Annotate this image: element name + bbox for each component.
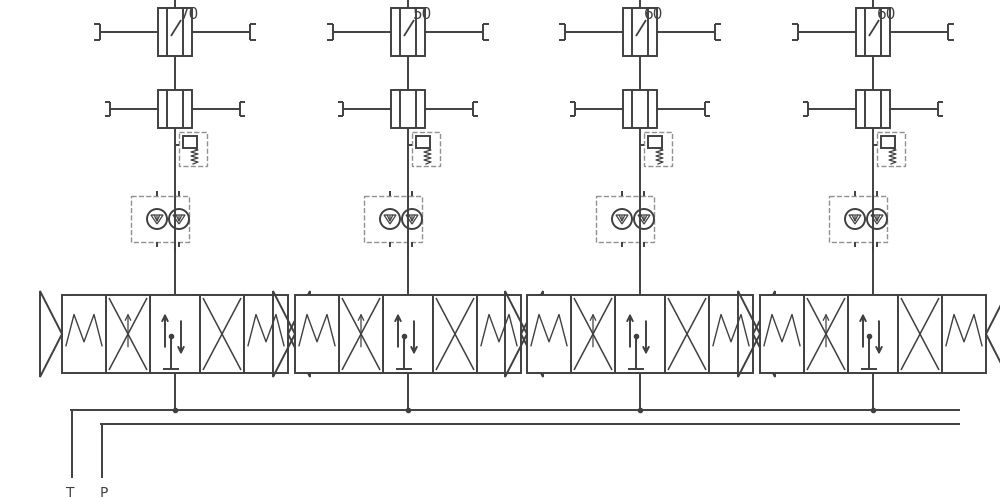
Bar — [200, 295, 244, 373]
Bar — [804, 295, 848, 373]
Bar — [623, 90, 657, 128]
Bar — [477, 295, 521, 373]
Bar — [898, 295, 942, 373]
Bar — [527, 295, 571, 373]
Bar — [829, 196, 887, 242]
Bar — [942, 295, 986, 373]
Text: 50: 50 — [412, 6, 432, 21]
Bar — [856, 90, 890, 128]
Bar — [383, 295, 433, 373]
Bar — [303, 295, 513, 373]
Bar — [848, 295, 898, 373]
Bar — [615, 295, 665, 373]
Text: P: P — [100, 486, 108, 498]
Bar — [391, 8, 425, 56]
Text: 70: 70 — [179, 6, 199, 21]
Text: 60: 60 — [877, 6, 897, 21]
Bar — [412, 132, 440, 166]
Bar — [416, 136, 430, 148]
Bar — [391, 90, 425, 128]
Bar — [648, 136, 662, 148]
Bar — [150, 295, 200, 373]
Bar — [881, 136, 895, 148]
Bar — [244, 295, 288, 373]
Bar — [183, 136, 197, 148]
Bar — [70, 295, 280, 373]
Bar — [339, 295, 383, 373]
Bar — [877, 132, 905, 166]
Bar — [179, 132, 207, 166]
Bar — [131, 196, 189, 242]
Bar — [856, 8, 890, 56]
Bar — [709, 295, 753, 373]
Bar — [158, 8, 192, 56]
Bar — [535, 295, 745, 373]
Bar — [623, 8, 657, 56]
Bar — [106, 295, 150, 373]
Bar — [62, 295, 106, 373]
Bar — [433, 295, 477, 373]
Bar — [760, 295, 804, 373]
Text: T: T — [66, 486, 74, 498]
Bar — [644, 132, 672, 166]
Bar — [596, 196, 654, 242]
Text: 60: 60 — [644, 6, 664, 21]
Bar — [768, 295, 978, 373]
Bar — [571, 295, 615, 373]
Bar — [295, 295, 339, 373]
Bar — [665, 295, 709, 373]
Bar — [364, 196, 422, 242]
Bar — [158, 90, 192, 128]
